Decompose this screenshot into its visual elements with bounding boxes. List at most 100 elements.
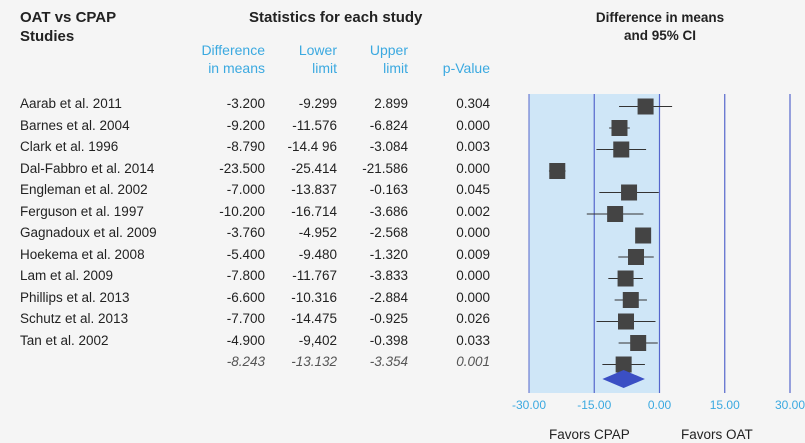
- upper-value: -6.824: [369, 117, 408, 133]
- stats-title: Statistics for each study: [249, 9, 423, 26]
- study-marker: [637, 98, 654, 115]
- study-marker: [549, 163, 566, 179]
- plot-title-line2: and 95% CI: [623, 28, 697, 43]
- summary-diff: -8.243: [226, 354, 265, 369]
- study-name: Phillips et al. 2013: [20, 289, 130, 305]
- x-tick-label: 0.00: [648, 398, 672, 412]
- study-marker: [630, 335, 647, 351]
- lower-value: -14.475: [291, 311, 337, 326]
- lower-value: -9.480: [298, 246, 337, 262]
- lower-value: -11.576: [292, 117, 337, 133]
- table-row: Ferguson et al. 1997 -10.200 -16.714 -3.686…: [0, 204, 500, 225]
- table-row: Phillips et al. 2013 -6.600 -10.316 -2.884 0…: [0, 290, 500, 311]
- diff-value: -8.790: [226, 139, 265, 154]
- p-value: 0.009: [456, 246, 490, 262]
- table-row: Barnes et al. 2004 -9.200 -11.576 -6.824 0.0…: [0, 118, 500, 139]
- table-row: Engleman et al. 2002 -7.000 -13.837 -0.163 0…: [0, 182, 500, 203]
- diff-value: -6.600: [226, 289, 265, 305]
- col-lower-line1: Lower: [298, 42, 337, 58]
- summary-lower: -13.132: [291, 354, 337, 369]
- upper-value: -2.884: [369, 289, 408, 305]
- summary-upper: -3.354: [369, 354, 408, 369]
- diff-value: -7.000: [226, 182, 265, 197]
- study-name: Tan et al. 2002: [20, 332, 109, 348]
- study-marker: [617, 270, 634, 287]
- table-row: Hoekema et al. 2008 -5.400 -9.480 -1.320 0.0…: [0, 247, 500, 268]
- diff-value: -10.200: [219, 203, 265, 219]
- lower-value: -16.714: [291, 203, 337, 219]
- lower-value: -14.4 96: [287, 139, 337, 154]
- p-value: 0.000: [456, 268, 490, 283]
- diff-value: -4.900: [226, 332, 265, 348]
- table-row: Dal-Fabbro et al. 2014 -23.500 -25.414 -21.…: [0, 161, 500, 182]
- study-name: Gagnadoux et al. 2009: [20, 225, 157, 240]
- studies-title-line2: Studies: [20, 28, 75, 45]
- study-marker: [607, 206, 624, 222]
- col-diff-line2: in means: [208, 60, 265, 76]
- diff-value: -9.200: [226, 117, 265, 133]
- studies-title-line1: OAT vs CPAP: [20, 9, 117, 26]
- p-value: 0.045: [456, 182, 490, 197]
- x-tick-label: 15.00: [710, 398, 740, 412]
- x-tick-label: -30.00: [512, 398, 546, 412]
- diff-value: -3.200: [226, 96, 265, 111]
- upper-value: 2.899: [374, 96, 408, 111]
- p-value: 0.033: [456, 332, 490, 348]
- diff-value: -23.500: [219, 160, 265, 176]
- col-upper-line2: limit: [383, 60, 408, 76]
- study-marker: [628, 249, 645, 265]
- upper-value: -2.568: [369, 225, 408, 240]
- study-name: Aarab et al. 2011: [20, 96, 122, 111]
- p-value: 0.000: [456, 289, 490, 305]
- col-upper-header: Upper limit: [370, 41, 408, 77]
- table-row: Tan et al. 2002 -4.900 -9,402 -0.398 0.033: [0, 333, 500, 354]
- p-value: 0.000: [456, 225, 490, 240]
- lower-value: -9.299: [298, 96, 337, 111]
- p-value: 0.003: [456, 139, 490, 154]
- diff-value: -7.800: [226, 268, 265, 283]
- upper-value: -0.398: [369, 332, 408, 348]
- diff-value: -3.760: [226, 225, 265, 240]
- upper-value: -0.163: [369, 182, 408, 197]
- col-upper-line1: Upper: [369, 42, 408, 58]
- p-value: 0.000: [456, 117, 490, 133]
- p-value: 0.002: [456, 203, 490, 219]
- study-name: Schutz et al. 2013: [20, 311, 129, 326]
- summary-p: 0.001: [456, 354, 490, 369]
- study-marker: [621, 184, 638, 201]
- lower-value: -9,402: [298, 332, 337, 348]
- table-row: Clark et al. 1996 -8.790 -14.4 96 -3.084 0.0…: [0, 139, 500, 160]
- p-value: 0.304: [456, 96, 490, 111]
- study-name: Barnes et al. 2004: [20, 117, 130, 133]
- upper-value: -21.586: [362, 160, 408, 176]
- study-name: Clark et al. 1996: [20, 139, 119, 154]
- study-name: Hoekema et al. 2008: [20, 246, 145, 262]
- col-diff-header: Difference in means: [201, 41, 265, 77]
- lower-value: -10.316: [291, 289, 337, 305]
- study-name: Ferguson et al. 1997: [20, 203, 144, 219]
- upper-value: -0.925: [369, 311, 408, 326]
- lower-value: -13.837: [291, 182, 337, 197]
- col-lower-header: Lower limit: [299, 41, 337, 77]
- upper-value: -3.686: [369, 203, 408, 219]
- col-lower-line2: limit: [312, 60, 337, 76]
- col-diff-line1: Difference: [201, 42, 265, 58]
- summary-row: -8.243 -13.132 -3.354 0.001: [0, 354, 500, 375]
- table-row: Schutz et al. 2013 -7.700 -14.475 -0.925 0.0…: [0, 311, 500, 332]
- pooled-marker: [615, 356, 632, 373]
- favors-oat-label: Favors OAT: [681, 427, 753, 442]
- x-tick-label: -15.00: [577, 398, 611, 412]
- lower-value: -25.414: [291, 160, 337, 176]
- col-p-header: p-Value: [442, 60, 490, 76]
- p-value: 0.000: [456, 160, 490, 176]
- favors-cpap-label: Favors CPAP: [549, 427, 630, 442]
- diff-value: -5.400: [226, 246, 265, 262]
- p-value: 0.026: [456, 311, 490, 326]
- lower-value: -11.767: [292, 268, 337, 283]
- pooled-diamond: [602, 370, 645, 388]
- table-row: Aarab et al. 2011 -3.200 -9.299 2.899 0.304: [0, 96, 500, 117]
- upper-value: -1.320: [369, 246, 408, 262]
- study-marker: [622, 292, 639, 308]
- table-row: Gagnadoux et al. 2009 -3.760 -4.952 -2.568 0…: [0, 225, 500, 246]
